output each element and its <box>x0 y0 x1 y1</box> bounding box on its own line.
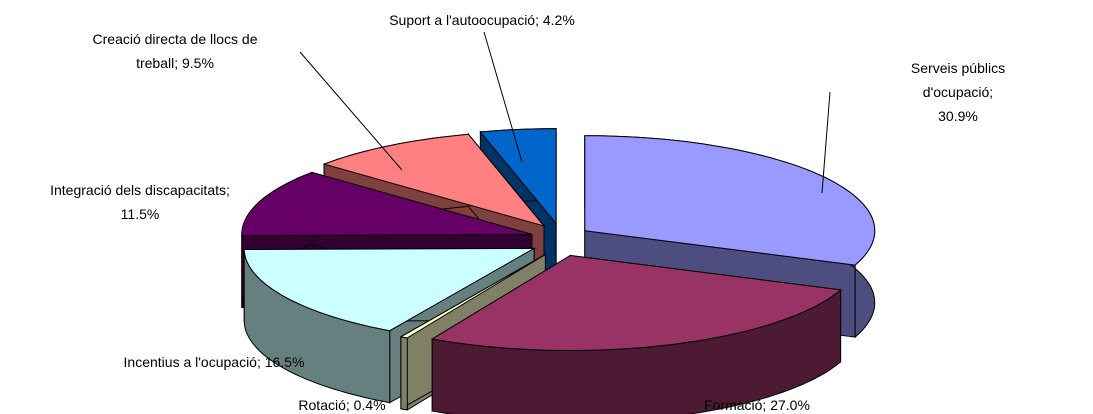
slice-label: Serveis públics d'ocupació; 30.9% <box>910 60 1006 124</box>
slice <box>322 133 546 227</box>
slice <box>479 128 557 225</box>
slice <box>243 247 536 332</box>
slice-label: Suport a l'autoocupació; 4.2% <box>389 12 575 28</box>
slice-label: Incentius a l'ocupació; 16.5% <box>123 354 305 370</box>
leader-line <box>821 91 831 194</box>
slice <box>399 253 546 339</box>
slice-label: Rotació; 0.4% <box>298 397 386 413</box>
slice <box>430 254 842 351</box>
leader-line <box>483 31 523 163</box>
leader-line <box>299 51 403 171</box>
slice-label: Creació directa de llocs de treball; 9.5… <box>92 31 258 71</box>
slice-side <box>400 336 408 411</box>
slice <box>241 171 532 237</box>
slice-label: Integració dels discapacitats; 11.5% <box>50 182 230 222</box>
slice-label: Formació; 27.0% <box>704 397 810 413</box>
slice <box>584 135 876 266</box>
slices <box>241 128 876 414</box>
